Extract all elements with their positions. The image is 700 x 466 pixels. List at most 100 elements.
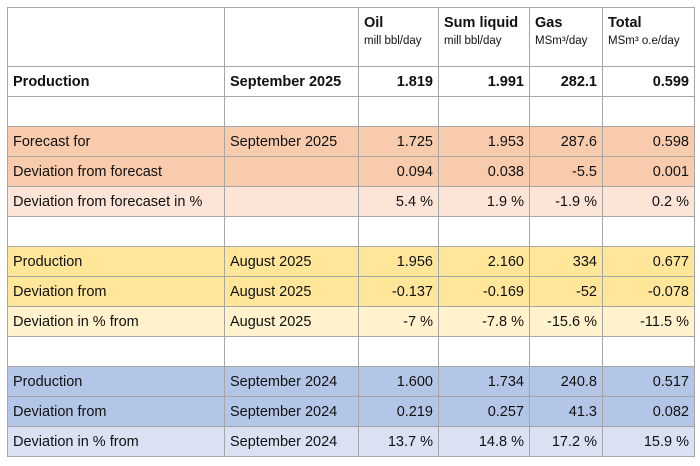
value-cell: 1.734: [438, 366, 530, 397]
empty-cell: [358, 96, 439, 127]
value-cell: 0.038: [438, 156, 530, 187]
value-cell: 1.819: [358, 66, 439, 97]
empty-cell: [7, 96, 225, 127]
column-unit: mill bbl/day: [444, 35, 502, 47]
value-cell: 0.082: [602, 396, 695, 427]
column-name: Total: [608, 15, 642, 31]
empty-cell: [438, 336, 530, 367]
empty-cell: [529, 336, 603, 367]
row-period: [224, 156, 359, 187]
data-row: Deviation from forecast 0.094 0.038 -5.5 0.0…: [7, 156, 695, 187]
row-label: Deviation from forecaset in %: [7, 186, 225, 217]
header-cell: Oil mill bbl/day: [358, 7, 439, 67]
value-cell: 15.9 %: [602, 426, 695, 457]
value-cell: -5.5: [529, 156, 603, 187]
row-period: September 2025: [224, 126, 359, 157]
data-row: Deviation from September 2024 0.219 0.257 41…: [7, 396, 695, 427]
empty-cell: [529, 96, 603, 127]
header-row: Oil mill bbl/day Sum liquid mill bbl/day Gas…: [7, 7, 695, 67]
column-unit: MSm³ o.e/day: [608, 35, 680, 47]
row-label: Deviation from: [7, 396, 225, 427]
row-period: August 2025: [224, 246, 359, 277]
empty-cell: [529, 216, 603, 247]
data-row: Deviation in % from September 2024 13.7 % 1…: [7, 426, 695, 457]
value-cell: 0.257: [438, 396, 530, 427]
empty-cell: [358, 216, 439, 247]
empty-cell: [602, 216, 695, 247]
column-name: Oil: [364, 15, 384, 31]
empty-cell: [602, 336, 695, 367]
value-cell: -0.169: [438, 276, 530, 307]
column-name: Sum liquid: [444, 15, 519, 31]
value-cell: -7 %: [358, 306, 439, 337]
value-cell: 287.6: [529, 126, 603, 157]
data-row: Production August 2025 1.956 2.160 334 0.677: [7, 246, 695, 277]
empty-cell: [224, 96, 359, 127]
value-cell: 1.953: [438, 126, 530, 157]
value-cell: 1.600: [358, 366, 439, 397]
row-label: Production: [7, 246, 225, 277]
data-row: Deviation from forecaset in % 5.4 % 1.9 % -…: [7, 186, 695, 217]
empty-cell: [7, 336, 225, 367]
data-row: Deviation from August 2025 -0.137 -0.169 -52…: [7, 276, 695, 307]
row-period: August 2025: [224, 276, 359, 307]
value-cell: 0.094: [358, 156, 439, 187]
row-period: September 2024: [224, 426, 359, 457]
empty-cell: [602, 96, 695, 127]
empty-cell: [438, 216, 530, 247]
value-cell: 240.8: [529, 366, 603, 397]
value-cell: 1.991: [438, 66, 530, 97]
empty-cell: [358, 336, 439, 367]
table-body: Oil mill bbl/day Sum liquid mill bbl/day Gas…: [7, 7, 695, 457]
data-row: Deviation in % from August 2025 -7 % -7.8 %…: [7, 306, 695, 337]
header-cell: [7, 7, 225, 67]
header-cell: Total MSm³ o.e/day: [602, 7, 695, 67]
value-cell: 2.160: [438, 246, 530, 277]
row-label: Forecast for: [7, 126, 225, 157]
column-unit: mill bbl/day: [364, 35, 422, 47]
row-period: September 2024: [224, 366, 359, 397]
empty-cell: [224, 216, 359, 247]
column-unit: MSm³/day: [535, 35, 588, 47]
value-cell: -0.137: [358, 276, 439, 307]
row-label: Deviation in % from: [7, 306, 225, 337]
value-cell: 5.4 %: [358, 186, 439, 217]
value-cell: 17.2 %: [529, 426, 603, 457]
row-label: Deviation from forecast: [7, 156, 225, 187]
spacer-row: [7, 216, 695, 247]
data-row: Forecast for September 2025 1.725 1.953 287.…: [7, 126, 695, 157]
row-label: Deviation in % from: [7, 426, 225, 457]
value-cell: -1.9 %: [529, 186, 603, 217]
value-cell: 0.599: [602, 66, 695, 97]
value-cell: 0.001: [602, 156, 695, 187]
value-cell: -52: [529, 276, 603, 307]
value-cell: 334: [529, 246, 603, 277]
empty-cell: [438, 96, 530, 127]
value-cell: 1.956: [358, 246, 439, 277]
value-cell: 1.725: [358, 126, 439, 157]
header-cell: Gas MSm³/day: [529, 7, 603, 67]
row-period: September 2024: [224, 396, 359, 427]
row-label: Deviation from: [7, 276, 225, 307]
row-label: Production: [7, 66, 225, 97]
header-cell: Sum liquid mill bbl/day: [438, 7, 530, 67]
header-cell: [224, 7, 359, 67]
value-cell: 0.517: [602, 366, 695, 397]
value-cell: 0.598: [602, 126, 695, 157]
value-cell: 0.2 %: [602, 186, 695, 217]
spacer-row: [7, 336, 695, 367]
value-cell: 0.219: [358, 396, 439, 427]
value-cell: 41.3: [529, 396, 603, 427]
empty-cell: [7, 216, 225, 247]
column-name: Gas: [535, 15, 563, 31]
value-cell: 13.7 %: [358, 426, 439, 457]
value-cell: -11.5 %: [602, 306, 695, 337]
data-row: Production September 2024 1.600 1.734 240.8 0…: [7, 366, 695, 397]
value-cell: 282.1: [529, 66, 603, 97]
value-cell: 1.9 %: [438, 186, 530, 217]
value-cell: -0.078: [602, 276, 695, 307]
row-period: August 2025: [224, 306, 359, 337]
row-period: [224, 186, 359, 217]
row-label: Production: [7, 366, 225, 397]
